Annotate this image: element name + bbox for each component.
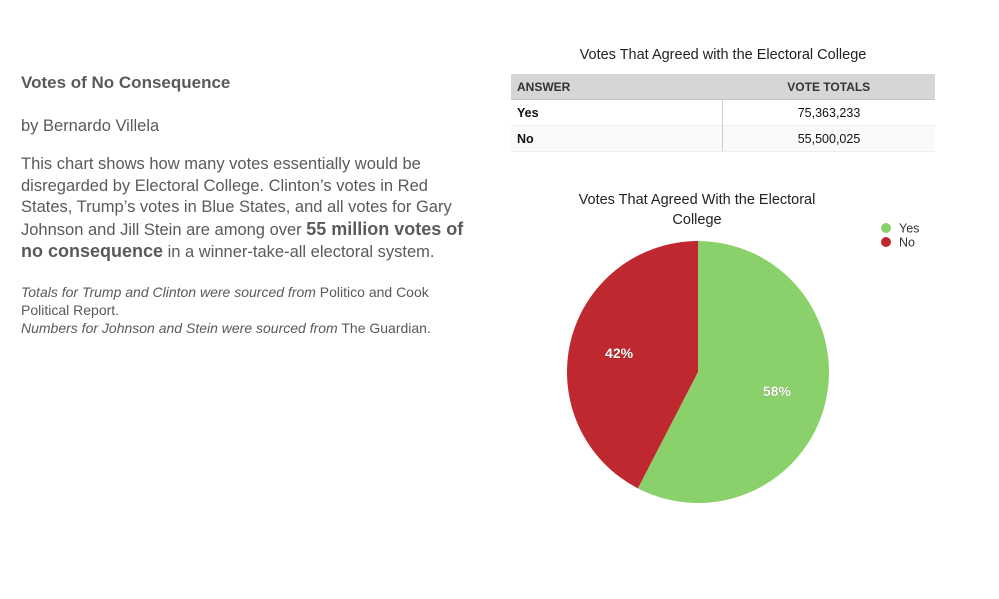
cell-vote-total: 55,500,025: [722, 125, 935, 152]
chart-title-line-2: College: [672, 212, 721, 228]
table-row: No 55,500,025: [511, 125, 935, 152]
source-2-text: The Guardian.: [337, 319, 431, 336]
column-header-vote-totals: VOTE TOTALS: [722, 74, 935, 100]
source-1-text: Politico and Cook Political Report.: [21, 283, 429, 318]
legend-label-yes[interactable]: Yes: [899, 222, 919, 236]
sources-note: Totals for Trump and Clinton were source…: [21, 283, 466, 337]
cell-answer: Yes: [511, 99, 723, 126]
pie-chart: Votes That Agreed With the Electoral Col…: [567, 192, 919, 503]
cell-vote-total: 75,363,233: [722, 99, 935, 126]
source-2-italic: Numbers for Johnson and Stein were sourc…: [21, 319, 338, 336]
desc-text-2: in a winner-take-all electoral system.: [163, 243, 435, 261]
desc-text-1: This chart shows how many votes essentia…: [21, 155, 452, 239]
article: Votes of No Consequence by Bernardo Vill…: [21, 72, 466, 337]
table-row: Yes 75,363,233: [511, 99, 935, 126]
table-header-row: ANSWER VOTE TOTALS: [511, 74, 935, 100]
pie-slice-no[interactable]: [567, 241, 698, 489]
legend-marker-yes: [881, 223, 891, 233]
chart-title-line-1: Votes That Agreed With the Electoral: [579, 192, 816, 208]
votes-table: ANSWER VOTE TOTALS Yes 75,363,233 No 55,…: [511, 74, 935, 152]
column-header-answer: ANSWER: [511, 74, 723, 100]
pie-slices: [567, 241, 829, 503]
desc-emphasis: 55 million votes of no consequence: [21, 218, 464, 262]
legend-label-no[interactable]: No: [899, 236, 915, 250]
article-title: Votes of No Consequence: [21, 73, 231, 92]
pie-labels: 58% 42%: [605, 345, 792, 400]
source-line-2: Numbers for Johnson and Stein were sourc…: [21, 319, 466, 337]
table-title: Votes That Agreed with the Electoral Col…: [579, 47, 867, 63]
source-1-italic: Totals for Trump and Clinton were source…: [21, 283, 316, 300]
article-byline: by Bernardo Villela: [21, 117, 160, 135]
slice-label-yes: 58%: [763, 383, 792, 399]
article-description: This chart shows how many votes essentia…: [21, 154, 466, 264]
legend-marker-no: [881, 237, 891, 247]
pie-slice-yes[interactable]: [637, 241, 829, 503]
slice-label-no: 42%: [605, 345, 634, 361]
cell-answer: No: [511, 125, 723, 152]
source-line-1: Totals for Trump and Clinton were source…: [21, 283, 466, 319]
